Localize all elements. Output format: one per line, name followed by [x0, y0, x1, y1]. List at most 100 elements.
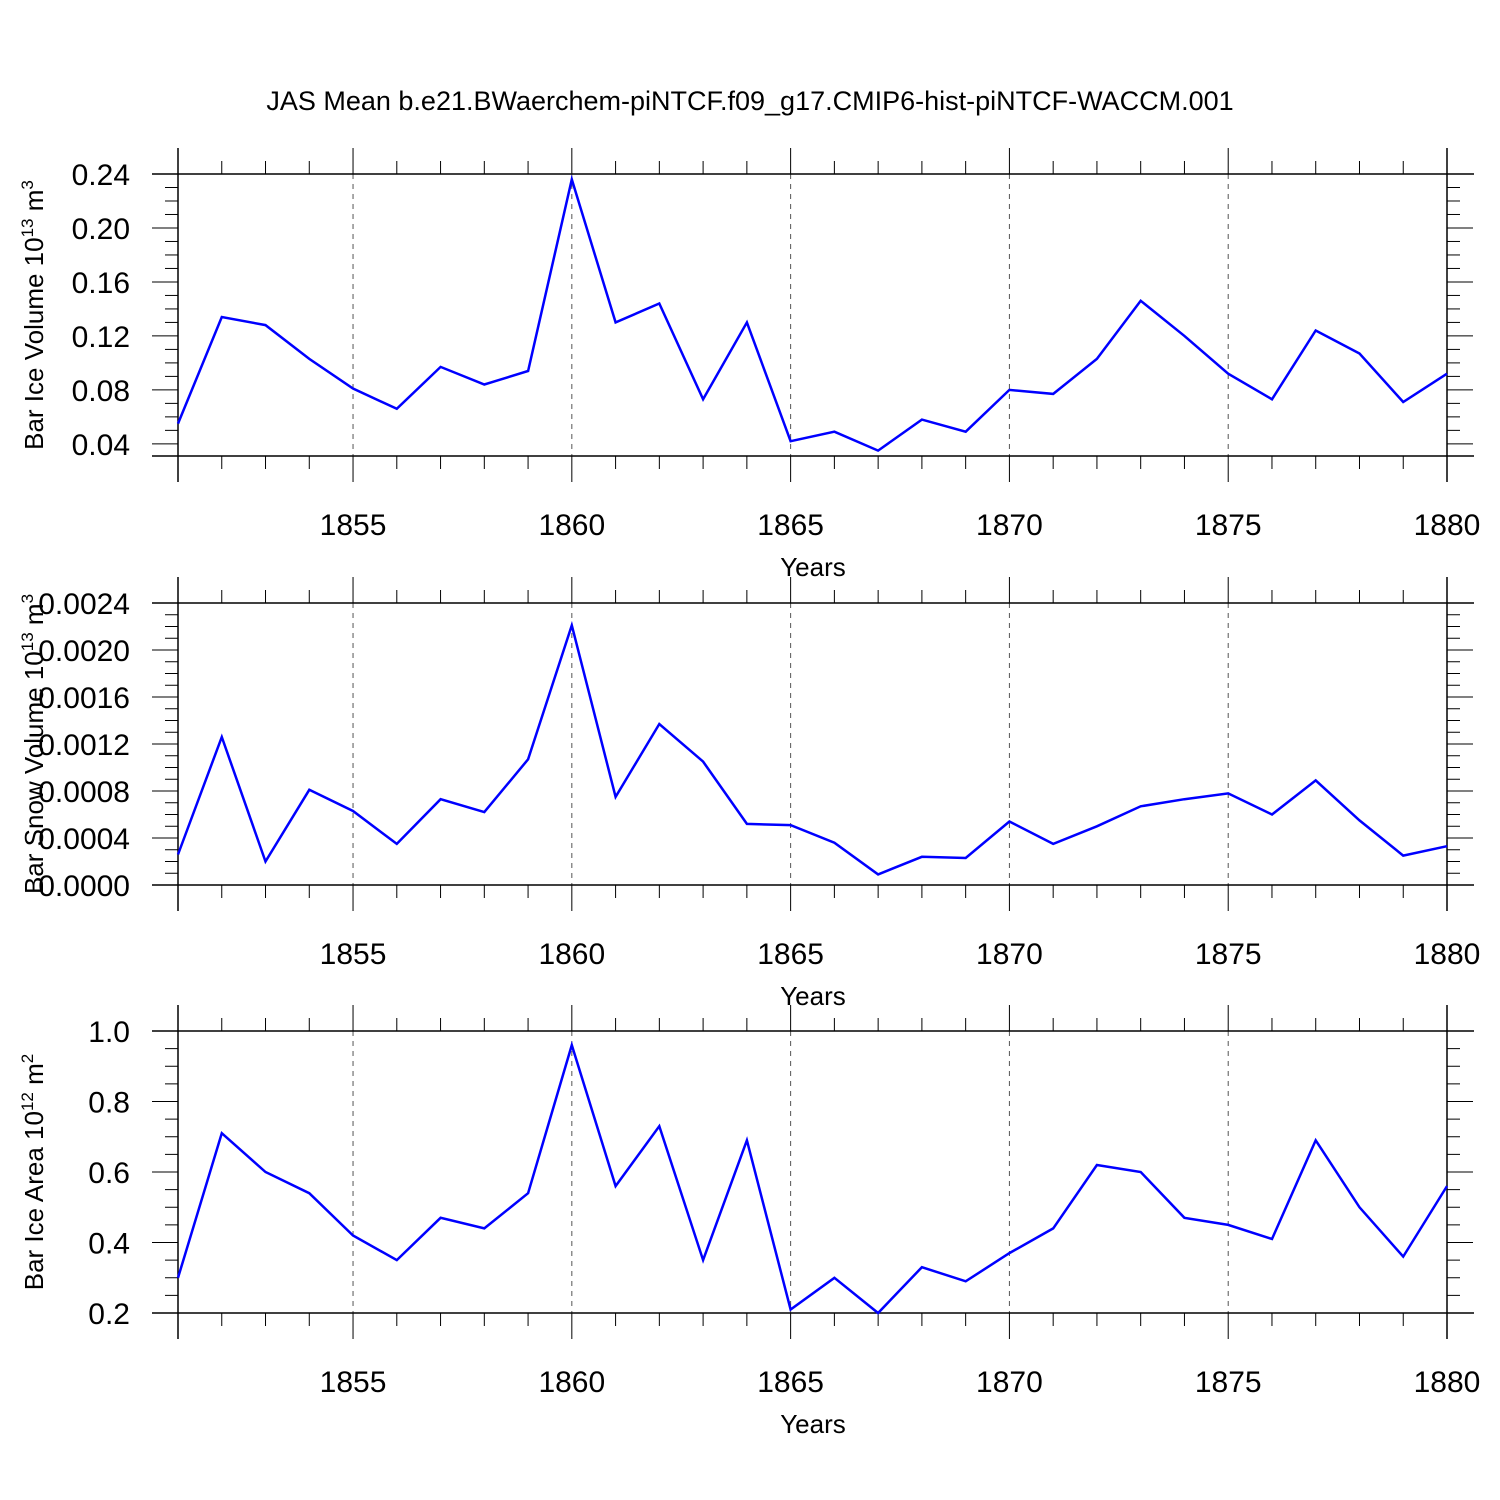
- x-axis-label: Years: [780, 981, 846, 1011]
- data-point: [265, 861, 266, 862]
- data-point: [1359, 353, 1360, 354]
- data-point: [965, 1281, 966, 1282]
- x-axis-label: Years: [780, 1409, 846, 1439]
- data-point: [528, 1193, 529, 1194]
- data-point: [1447, 373, 1448, 374]
- data-point: [178, 1277, 179, 1278]
- data-point: [790, 441, 791, 442]
- x-tick-label: 1855: [320, 938, 387, 971]
- data-point: [659, 724, 660, 725]
- x-tick-label: 1870: [976, 509, 1043, 542]
- data-point: [221, 736, 222, 737]
- y-axis-label: Bar Snow Volume 1013 m3: [18, 594, 49, 894]
- data-point: [353, 810, 354, 811]
- data-point: [440, 366, 441, 367]
- y-tick-label: 0.4: [88, 1228, 130, 1261]
- data-point: [1009, 389, 1010, 390]
- y-tick-label: 0.0008: [38, 776, 130, 809]
- data-point: [790, 825, 791, 826]
- data-point: [659, 303, 660, 304]
- data-point: [353, 1235, 354, 1236]
- y-tick-label: 0.0020: [38, 635, 130, 668]
- x-tick-label: 1880: [1414, 1366, 1481, 1399]
- data-point: [615, 322, 616, 323]
- data-point: [834, 1277, 835, 1278]
- data-point: [178, 423, 179, 424]
- y-tick-label: 1.0: [88, 1016, 130, 1049]
- data-point: [1228, 793, 1229, 794]
- data-point: [878, 450, 879, 451]
- y-axis-label: Bar Ice Area 1012 m2: [18, 1054, 49, 1291]
- data-point: [440, 1217, 441, 1218]
- data-point: [615, 1186, 616, 1187]
- series-line: [176, 1040, 1449, 1315]
- data-point: [703, 1260, 704, 1261]
- y-tick-label: 0.0012: [38, 729, 130, 762]
- data-point: [528, 370, 529, 371]
- data-point: [921, 1267, 922, 1268]
- data-point: [659, 1126, 660, 1127]
- data-point: [484, 812, 485, 813]
- data-point: [921, 856, 922, 857]
- data-point: [965, 431, 966, 432]
- x-tick-label: 1880: [1414, 938, 1481, 971]
- y-tick-label: 0.08: [72, 375, 130, 408]
- data-point: [1271, 814, 1272, 815]
- data-point: [965, 857, 966, 858]
- data-point: [1096, 358, 1097, 359]
- data-point: [396, 843, 397, 844]
- data-point: [265, 1172, 266, 1173]
- data-point: [746, 823, 747, 824]
- x-tick-label: 1880: [1414, 509, 1481, 542]
- data-point: [1271, 399, 1272, 400]
- data-point: [309, 789, 310, 790]
- data-point: [834, 431, 835, 432]
- data-point: [1447, 846, 1448, 847]
- y-tick-label: 0.16: [72, 267, 130, 300]
- y-tick-label: 0.0000: [38, 870, 130, 903]
- y-tick-label: 0.20: [72, 213, 130, 246]
- data-point: [1403, 1256, 1404, 1257]
- data-point: [703, 761, 704, 762]
- data-point: [309, 1193, 310, 1194]
- data-point: [1140, 300, 1141, 301]
- x-tick-label: 1870: [976, 1366, 1043, 1399]
- y-tick-label: 0.2: [88, 1298, 130, 1331]
- data-point: [834, 842, 835, 843]
- data-point: [1053, 843, 1054, 844]
- data-point: [1009, 1253, 1010, 1254]
- data-point: [265, 325, 266, 326]
- x-tick-label: 1865: [757, 1366, 824, 1399]
- x-tick-label: 1865: [757, 509, 824, 542]
- data-point: [1315, 330, 1316, 331]
- data-point: [484, 1228, 485, 1229]
- data-point: [1228, 1224, 1229, 1225]
- data-point: [921, 419, 922, 420]
- x-tick-label: 1855: [320, 509, 387, 542]
- data-point: [1053, 393, 1054, 394]
- series-line: [176, 174, 1448, 453]
- y-tick-label: 0.24: [72, 159, 130, 192]
- data-point: [571, 179, 572, 180]
- data-point: [221, 1133, 222, 1134]
- panel-snow-volume: 0.0000 0.0004 0.0008 0.0012 0.0016 0.0020 0.00…: [18, 577, 1480, 1011]
- data-point: [878, 874, 879, 875]
- data-point: [178, 854, 179, 855]
- data-point: [1140, 806, 1141, 807]
- data-point: [221, 317, 222, 318]
- data-point: [1359, 1207, 1360, 1208]
- x-tick-label: 1875: [1195, 509, 1262, 542]
- data-point: [440, 799, 441, 800]
- data-point: [1184, 799, 1185, 800]
- y-tick-label: 0.0016: [38, 682, 130, 715]
- data-point: [1271, 1238, 1272, 1239]
- data-point: [878, 1313, 879, 1314]
- data-point: [1140, 1172, 1141, 1173]
- data-point: [396, 1260, 397, 1261]
- x-tick-label: 1855: [320, 1366, 387, 1399]
- x-tick-label: 1860: [538, 938, 605, 971]
- data-point: [396, 408, 397, 409]
- y-tick-label: 0.12: [72, 321, 130, 354]
- data-point: [1184, 335, 1185, 336]
